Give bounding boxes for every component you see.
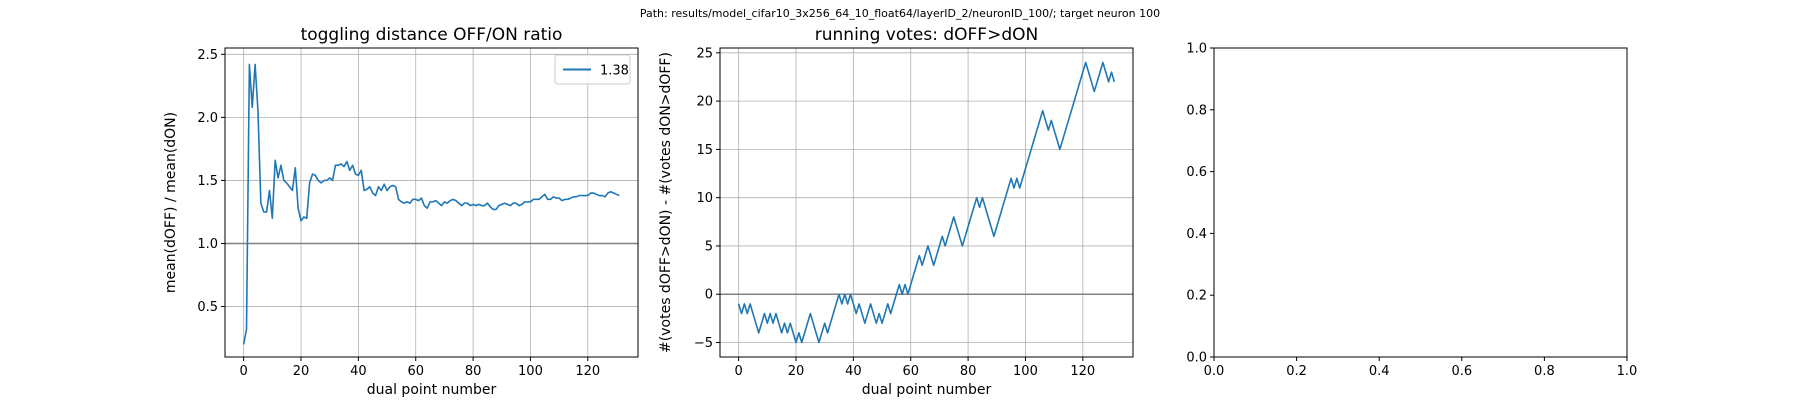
x-tick-label: 60 (407, 364, 424, 379)
x-tick-label: 100 (518, 364, 543, 379)
x-tick-label: 40 (845, 364, 862, 379)
y-tick-label: 0.4 (1186, 227, 1207, 242)
y-tick-label: 0.8 (1186, 103, 1207, 118)
y-tick-label: 25 (696, 46, 713, 61)
x-tick-label: 0.4 (1369, 364, 1390, 379)
x-tick-label: 0.0 (1204, 364, 1225, 379)
x-tick-label: 1.0 (1617, 364, 1638, 379)
y-tick-label: 10 (696, 191, 713, 206)
x-tick-label: 80 (960, 364, 977, 379)
y-tick-label: 1.0 (1186, 42, 1207, 57)
y-tick-label: 1.5 (197, 174, 218, 189)
x-tick-label: 120 (1070, 364, 1095, 379)
series-line-1 (737, 61, 1116, 344)
y-tick-label: −5 (694, 336, 713, 351)
chart-panel-3: 0.0 0.2 0.4 0.6 0.8 1.0 0.0 0.2 0.4 0.6 0.8 1.0 (1186, 42, 1637, 380)
x-tick-label: 20 (788, 364, 805, 379)
x-tick-label: 0.6 (1451, 364, 1472, 379)
y-tick-label: 0.6 (1186, 165, 1207, 180)
chart-title: toggling distance OFF/ON ratio (301, 25, 563, 45)
y-tick-label: 1.0 (197, 237, 218, 252)
x-tick-label: 0 (240, 364, 248, 379)
y-tick-label: 5 (705, 239, 713, 254)
x-tick-label: 60 (902, 364, 919, 379)
y-tick-label: 2.5 (197, 48, 218, 63)
plot-frame (719, 47, 1134, 358)
x-tick-label: 20 (293, 364, 310, 379)
legend-label: 1.38 (600, 64, 629, 79)
y-axis-label: mean(dOFF) / mean(dON) (163, 112, 179, 293)
chart-panel-1: 0 20 40 60 80 100 120 0.5 1.0 1.5 2.0 2.5 toggling d… (163, 25, 639, 398)
y-tick-label: 20 (696, 95, 713, 110)
plot-frame (1213, 47, 1628, 358)
x-tick-label: 0.8 (1534, 364, 1555, 379)
x-tick-label: 80 (465, 364, 482, 379)
x-axis-label: dual point number (367, 382, 497, 398)
x-tick-label: 120 (575, 364, 600, 379)
y-tick-label: 15 (696, 143, 713, 158)
y-tick-label: 0 (705, 288, 713, 303)
y-tick-label: 0.2 (1186, 289, 1207, 304)
x-tick-label: 0.2 (1286, 364, 1307, 379)
chart-title: running votes: dOFF>dON (815, 25, 1038, 45)
legend-box (554, 54, 631, 85)
series-line-1 (242, 63, 620, 345)
x-tick-label: 0 (735, 364, 743, 379)
y-tick-label: 0.5 (197, 300, 218, 315)
x-tick-label: 40 (350, 364, 367, 379)
chart-panel-2: 0 20 40 60 80 100 120 −5 0 5 10 15 20 25 running votes… (658, 25, 1134, 398)
x-tick-label: 100 (1013, 364, 1038, 379)
y-axis-label: #(votes dOFF>dON) - #(votes dON>dOFF) (658, 52, 674, 353)
legend: 1.38 (554, 54, 631, 85)
figure-suptitle: Path: results/model_cifar10_3x256_64_10_… (640, 7, 1160, 20)
x-axis-label: dual point number (862, 382, 992, 398)
y-tick-label: 2.0 (197, 111, 218, 126)
plot-frame (224, 47, 639, 358)
y-tick-label: 0.0 (1186, 351, 1207, 366)
